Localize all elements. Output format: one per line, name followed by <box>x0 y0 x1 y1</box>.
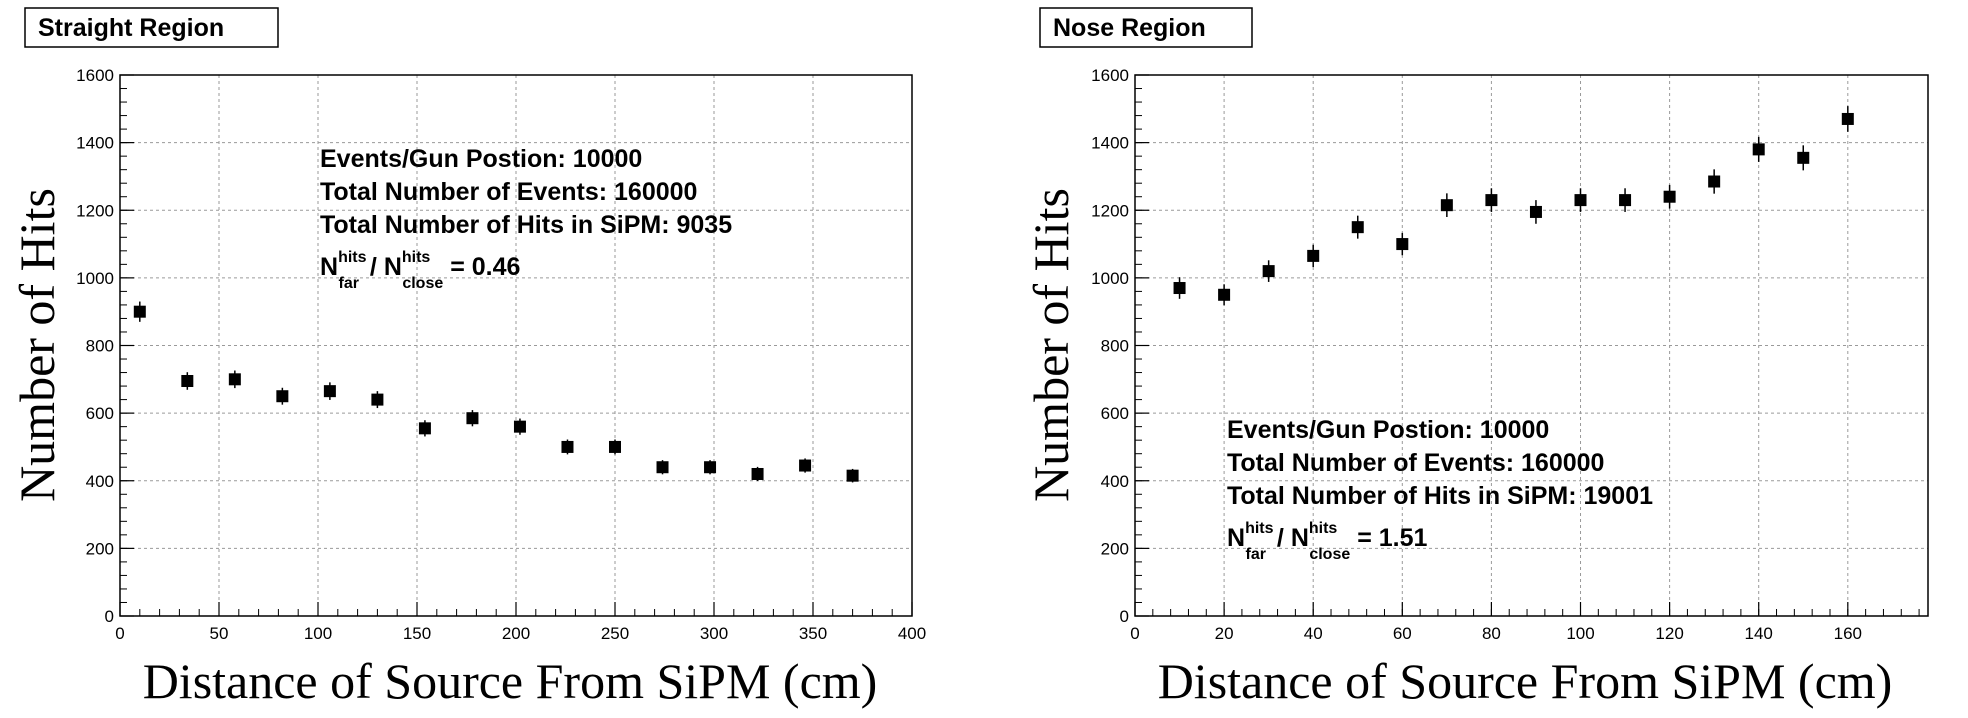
x-tick-label: 140 <box>1745 624 1773 643</box>
x-tick-label: 0 <box>1130 624 1139 643</box>
data-point <box>751 467 764 480</box>
annotation-line-3: Total Number of Hits in SiPM: 9035 <box>320 211 732 239</box>
x-tick-label: 20 <box>1215 624 1234 643</box>
chart-title: Straight Region <box>38 14 224 42</box>
y-tick-label: 1200 <box>1091 201 1129 220</box>
y-tick-label: 0 <box>1120 607 1129 626</box>
data-point <box>1396 238 1409 251</box>
data-point <box>1440 199 1453 212</box>
nose-region-panel: Nose Region 0200400600800100012001400160… <box>1023 7 1929 709</box>
x-axis-title: Distance of Source From SiPM (cm) <box>143 653 878 709</box>
data-point <box>1351 221 1364 234</box>
data-point <box>1529 205 1542 218</box>
y-tick-label: 1200 <box>76 201 114 220</box>
y-tick-label: 200 <box>86 539 114 558</box>
y-tick-label: 800 <box>1101 337 1129 356</box>
y-tick-label: 1000 <box>1091 269 1129 288</box>
x-tick-label: 350 <box>799 624 827 643</box>
y-tick-label: 200 <box>1101 539 1129 558</box>
annotation-line-2: Total Number of Events: 160000 <box>1227 449 1604 477</box>
y-tick-labels: 0 200 400 600 800 1000 1200 1400 1600 <box>1091 66 1129 626</box>
annotation-ratio: Nhits far / Nhits close = 1.51 <box>1227 520 1427 563</box>
data-point <box>609 440 621 453</box>
y-tick-label: 800 <box>86 337 114 356</box>
stats-annotation: Events/Gun Postion: 10000 Total Number o… <box>1227 416 1653 563</box>
x-tick-label: 100 <box>304 624 332 643</box>
y-tick-label: 1600 <box>1091 66 1129 85</box>
x-tick-labels: 0 20 40 60 80 100 120 140 160 <box>1130 624 1862 643</box>
data-point <box>228 373 241 386</box>
y-tick-label: 1000 <box>76 269 114 288</box>
y-tick-label: 0 <box>105 607 114 626</box>
y-tick-label: 600 <box>86 404 114 423</box>
data-point <box>371 393 384 406</box>
x-tick-label: 50 <box>210 624 229 643</box>
x-tick-label: 300 <box>700 624 728 643</box>
annotation-line-1: Events/Gun Postion: 10000 <box>320 145 642 173</box>
x-tick-label: 250 <box>601 624 629 643</box>
data-point <box>656 461 669 474</box>
y-tick-label: 400 <box>86 472 114 491</box>
chart-title: Nose Region <box>1053 14 1206 42</box>
data-point <box>1485 194 1498 207</box>
x-tick-label: 200 <box>502 624 530 643</box>
data-point <box>799 459 812 472</box>
x-axis-title: Distance of Source From SiPM (cm) <box>1158 653 1893 709</box>
straight-region-panel: Straight Region 020040060080010001200140… <box>9 7 926 709</box>
axis-ticks <box>1134 74 1920 617</box>
x-tick-label: 60 <box>1393 624 1412 643</box>
x-tick-label: 0 <box>115 624 124 643</box>
x-tick-label: 80 <box>1482 624 1501 643</box>
x-tick-label: 40 <box>1304 624 1323 643</box>
data-point <box>323 385 336 398</box>
annotation-ratio: Nhits far / Nhits close = 0.46 <box>320 249 520 292</box>
data-point <box>1619 194 1632 207</box>
annotation-line-2: Total Number of Events: 160000 <box>320 178 697 206</box>
data-point <box>1173 282 1186 295</box>
y-tick-label: 1400 <box>1091 134 1129 153</box>
x-tick-label: 400 <box>898 624 926 643</box>
x-tick-label: 100 <box>1566 624 1594 643</box>
y-axis-title: Number of Hits <box>9 188 65 502</box>
data-points <box>1173 106 1854 306</box>
annotation-line-1: Events/Gun Postion: 10000 <box>1227 416 1549 444</box>
y-axis-title: Number of Hits <box>1023 188 1079 502</box>
y-tick-label: 400 <box>1101 472 1129 491</box>
x-tick-labels: 0 50 100 150 200 250 300 350 400 <box>115 624 926 643</box>
data-point <box>1307 249 1320 262</box>
x-tick-label: 120 <box>1655 624 1683 643</box>
x-tick-label: 150 <box>403 624 431 643</box>
gridlines <box>120 75 912 616</box>
data-point <box>276 390 289 403</box>
data-point <box>1752 143 1765 156</box>
data-point <box>1218 288 1231 301</box>
data-point <box>1708 175 1721 188</box>
data-point <box>1574 194 1587 207</box>
data-point <box>513 420 526 433</box>
y-tick-label: 1400 <box>76 134 114 153</box>
data-point <box>466 412 479 425</box>
data-point <box>846 469 859 482</box>
data-point <box>1262 265 1275 278</box>
data-point <box>133 305 146 318</box>
y-tick-labels: 0 200 400 600 800 1000 1200 1400 1600 <box>76 66 114 626</box>
data-point <box>1663 190 1676 203</box>
gridlines <box>1135 75 1928 616</box>
y-tick-label: 600 <box>1101 404 1129 423</box>
axis-ticks <box>119 74 913 617</box>
data-points <box>133 301 859 483</box>
data-point <box>561 440 574 453</box>
annotation-line-3: Total Number of Hits in SiPM: 19001 <box>1227 482 1653 510</box>
data-point <box>704 461 717 474</box>
y-tick-label: 1600 <box>76 66 114 85</box>
data-point <box>1797 151 1810 164</box>
data-point <box>1841 112 1854 125</box>
title-box <box>24 7 279 48</box>
data-point <box>418 422 431 435</box>
title-box <box>1039 7 1253 48</box>
stats-annotation: Events/Gun Postion: 10000 Total Number o… <box>320 145 732 292</box>
data-point <box>181 375 194 388</box>
x-tick-label: 160 <box>1834 624 1862 643</box>
